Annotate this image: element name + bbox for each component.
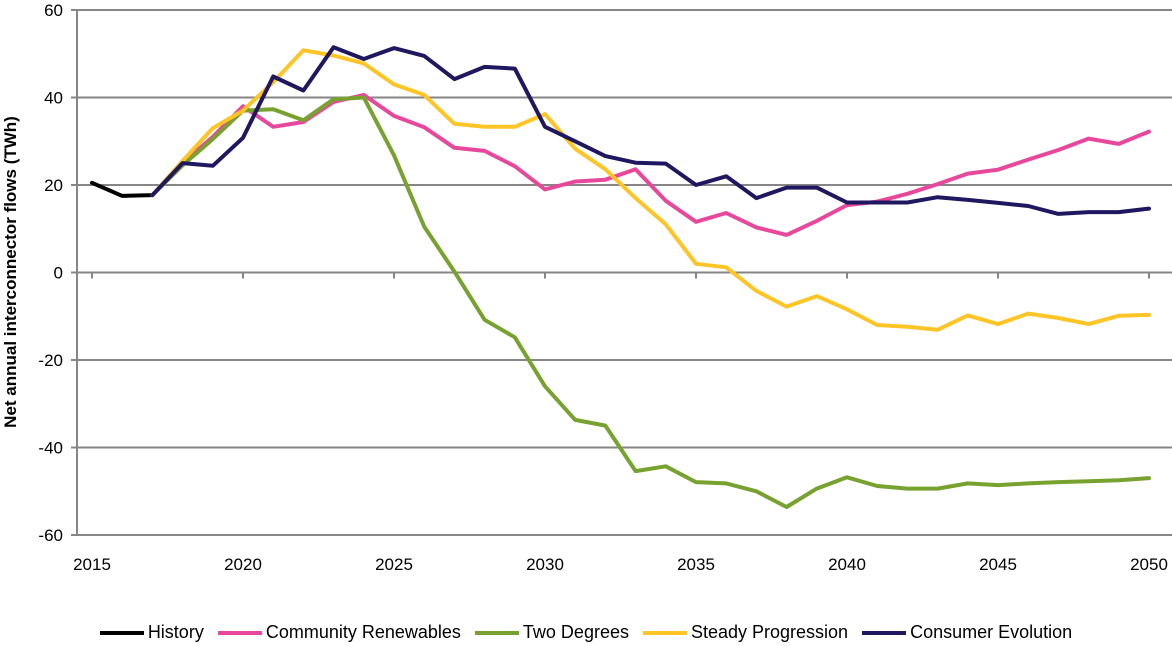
x-tick-label: 2015: [73, 555, 111, 574]
series-line-history: [90, 180, 155, 198]
legend-swatch: [642, 630, 687, 635]
legend-label: Two Degrees: [522, 622, 629, 642]
legend-label: Consumer Evolution: [910, 622, 1073, 642]
legend-label: History: [147, 622, 204, 642]
legend-item: Steady Progression: [642, 622, 849, 643]
legend: History Community Renewables Two Degrees St…: [0, 622, 1172, 643]
x-tick-label: 2030: [526, 555, 564, 574]
legend-swatch: [99, 630, 144, 635]
legend-swatch: [862, 630, 907, 635]
line-chart: 60 40 20 0 -20 -40 -60 2015 2020 2025 2030 2035 204…: [1, 1, 1172, 574]
legend-item: Community Renewables: [217, 622, 461, 643]
x-tick-label: 2020: [224, 555, 262, 574]
x-tick-label: 2045: [979, 555, 1017, 574]
y-tick-label: 60: [44, 1, 63, 20]
legend-label: Community Renewables: [265, 622, 461, 642]
y-tick-label: 40: [44, 89, 63, 108]
y-axis-label: Net annual interconnector flows (TWh): [1, 116, 20, 428]
legend-item: Consumer Evolution: [862, 622, 1072, 643]
legend-item: Two Degrees: [474, 622, 629, 643]
legend-swatch: [474, 630, 519, 635]
x-tick-label: 2050: [1130, 555, 1168, 574]
legend-label: Steady Progression: [690, 622, 849, 642]
x-tick-label: 2025: [375, 555, 413, 574]
y-tick-label: -60: [38, 526, 63, 545]
series-line-two-degrees: [150, 95, 1151, 509]
legend-item: History: [99, 622, 204, 643]
x-tick-label: 2035: [677, 555, 715, 574]
series-line-steady-progression: [150, 48, 1151, 332]
y-tick-label: 0: [54, 264, 63, 283]
legend-swatch: [217, 630, 262, 635]
x-tick-label: 2040: [828, 555, 866, 574]
series-line-consumer-evolution: [150, 45, 1151, 216]
y-tick-label: -20: [38, 351, 63, 370]
y-tick-label: 20: [44, 176, 63, 195]
y-tick-label: -40: [38, 439, 63, 458]
